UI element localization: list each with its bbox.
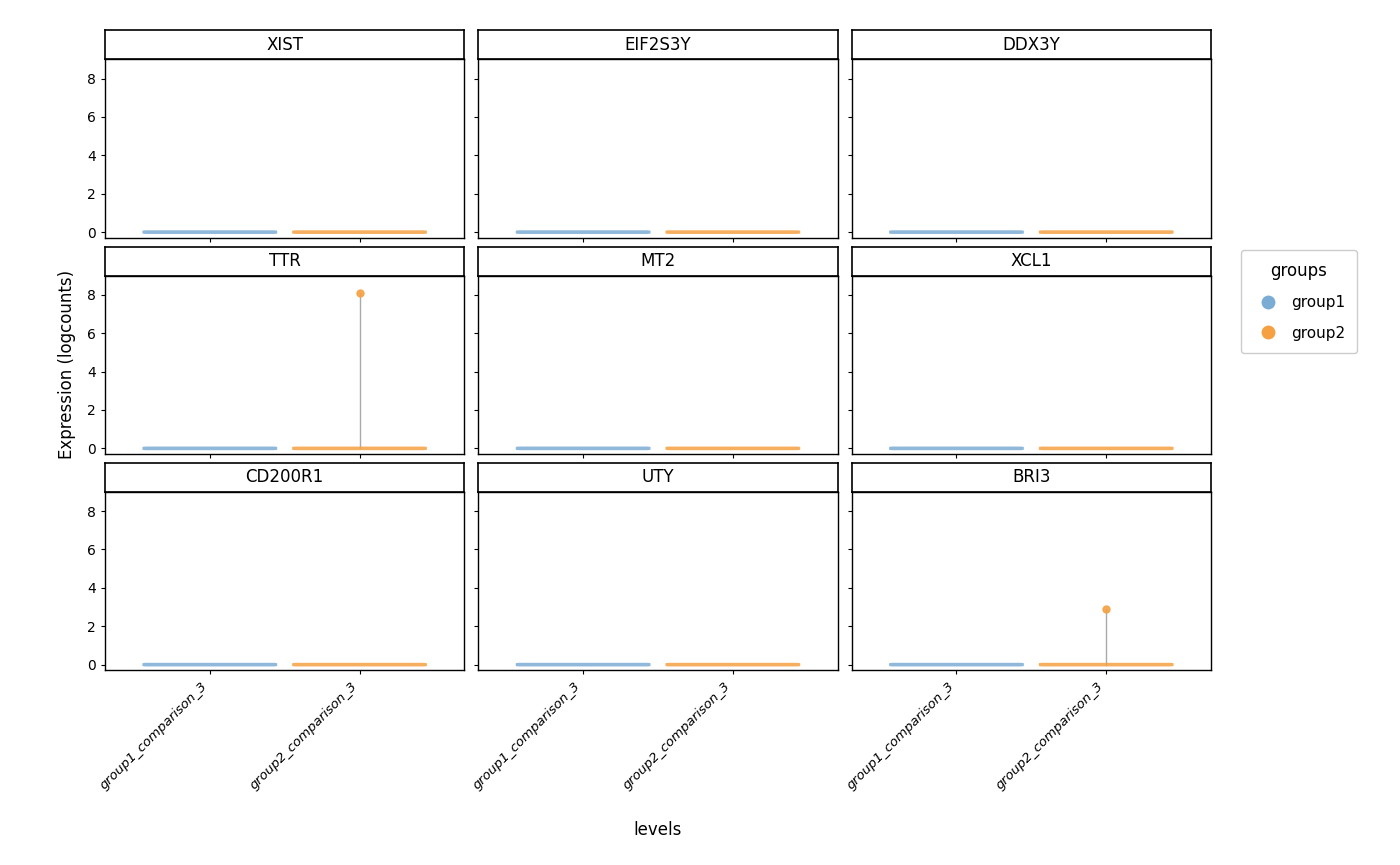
FancyBboxPatch shape bbox=[293, 230, 427, 234]
Text: DDX3Y: DDX3Y bbox=[1002, 35, 1060, 54]
Text: EIF2S3Y: EIF2S3Y bbox=[624, 35, 692, 54]
Text: TTR: TTR bbox=[269, 252, 301, 270]
FancyBboxPatch shape bbox=[143, 663, 277, 666]
FancyBboxPatch shape bbox=[143, 230, 277, 234]
FancyBboxPatch shape bbox=[515, 230, 651, 234]
FancyBboxPatch shape bbox=[293, 446, 427, 450]
Legend: group1, group2: group1, group2 bbox=[1240, 250, 1358, 353]
FancyBboxPatch shape bbox=[515, 446, 651, 450]
FancyBboxPatch shape bbox=[1039, 446, 1173, 450]
FancyBboxPatch shape bbox=[293, 663, 427, 666]
FancyBboxPatch shape bbox=[143, 446, 277, 450]
Text: levels: levels bbox=[634, 821, 682, 839]
Text: XIST: XIST bbox=[266, 35, 304, 54]
Text: XCL1: XCL1 bbox=[1011, 252, 1051, 270]
FancyBboxPatch shape bbox=[889, 230, 1023, 234]
Text: UTY: UTY bbox=[641, 468, 675, 486]
FancyBboxPatch shape bbox=[889, 663, 1023, 666]
FancyBboxPatch shape bbox=[889, 446, 1023, 450]
FancyBboxPatch shape bbox=[665, 230, 801, 234]
FancyBboxPatch shape bbox=[665, 663, 801, 666]
Text: MT2: MT2 bbox=[640, 252, 676, 270]
FancyBboxPatch shape bbox=[1039, 663, 1173, 666]
Text: CD200R1: CD200R1 bbox=[245, 468, 323, 486]
FancyBboxPatch shape bbox=[515, 663, 651, 666]
Y-axis label: Expression (logcounts): Expression (logcounts) bbox=[57, 270, 76, 459]
FancyBboxPatch shape bbox=[665, 446, 801, 450]
FancyBboxPatch shape bbox=[1039, 230, 1173, 234]
Text: BRI3: BRI3 bbox=[1012, 468, 1050, 486]
